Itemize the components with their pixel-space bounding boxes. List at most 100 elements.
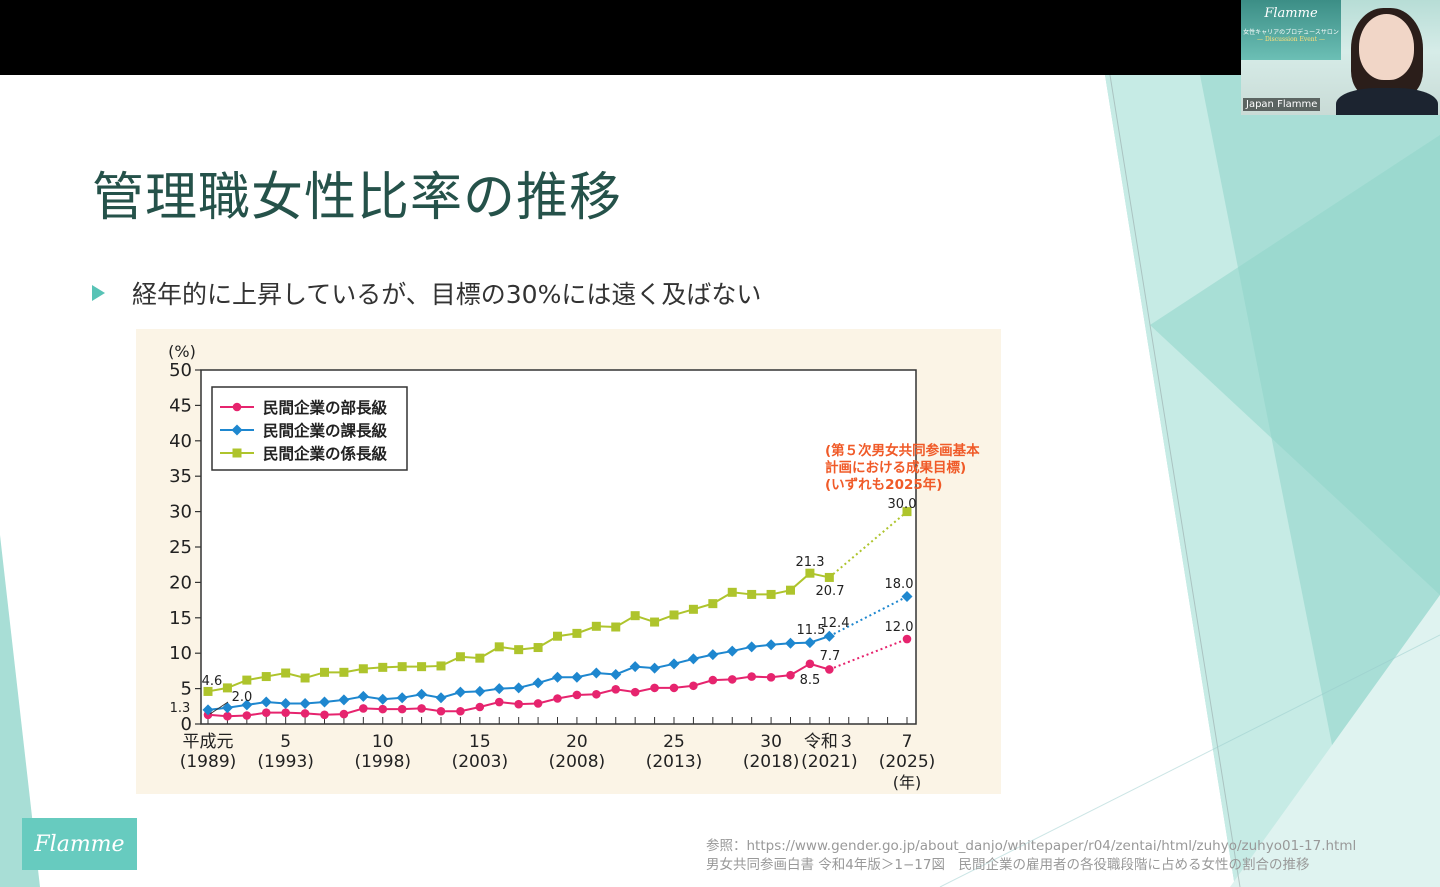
data-point-series_kakari xyxy=(358,664,368,674)
data-label: 12.4 xyxy=(821,616,850,631)
data-point-series_kakari xyxy=(766,589,776,599)
participant-face xyxy=(1359,14,1414,80)
triangle-bullet-icon xyxy=(92,285,105,301)
legend-marker xyxy=(232,448,242,458)
x-tick-label: 25 xyxy=(663,732,685,752)
data-point-series_kakari xyxy=(650,617,660,627)
data-point-series_kakari xyxy=(786,585,795,595)
data-point-series_kacho xyxy=(299,697,311,709)
series-target-line-series_kakari xyxy=(828,510,908,579)
x-tick-label: 5 xyxy=(280,732,291,752)
data-point-series_kacho xyxy=(319,696,330,708)
chart-legend xyxy=(211,386,408,471)
data-point-series_bucho xyxy=(786,670,795,680)
y-tick-label: 5 xyxy=(181,679,192,700)
legend-entry-label: 民間企業の係長級 xyxy=(263,444,388,463)
data-point-series_bucho xyxy=(533,699,543,708)
data-point-series_kacho xyxy=(823,630,835,642)
data-label: 11.5 xyxy=(797,623,826,638)
data-point-series_bucho xyxy=(223,711,232,721)
data-point-series_kacho xyxy=(338,694,350,706)
source-citation: 参照：https://www.gender.go.jp/about_danjo/… xyxy=(706,837,1356,875)
data-point-series_kacho xyxy=(746,641,758,653)
data-point-series_kakari xyxy=(378,662,388,672)
data-point-series_bucho xyxy=(825,665,834,674)
x-tick-year-label: (2025) xyxy=(879,752,936,772)
data-point-series_kacho xyxy=(804,637,816,649)
x-tick-year-label: (2003) xyxy=(452,752,509,772)
data-point-series_kacho xyxy=(435,692,447,704)
data-point-series_bucho xyxy=(339,709,349,719)
data-point-series_kakari xyxy=(475,653,485,663)
slide-decoration xyxy=(0,75,1440,887)
data-point-series_kakari xyxy=(805,568,815,578)
y-tick-label: 0 xyxy=(181,714,192,735)
source-figure-title: 男女共同参画白書 令和4年版＞1−17図 民間企業の雇用者の各役職段階に占める女… xyxy=(706,857,1310,873)
data-point-series_kacho xyxy=(241,699,253,711)
data-point-series_kakari xyxy=(688,604,698,614)
data-point-series_kakari xyxy=(611,622,621,632)
data-point-series_kacho xyxy=(649,662,661,674)
data-point-series_kakari xyxy=(514,645,524,655)
data-point-series_bucho xyxy=(514,699,523,709)
data-point-series_kacho xyxy=(687,653,699,665)
data-point-series_kacho xyxy=(765,639,777,651)
data-label: 21.3 xyxy=(796,555,825,570)
participant-video-tile[interactable]: Flamme 女性キャリアのプロデュースサロン — Discussion Eve… xyxy=(1241,0,1440,115)
data-point-series_bucho xyxy=(417,704,426,713)
data-point-series_kacho xyxy=(396,692,408,704)
data-point-series_bucho xyxy=(747,672,756,681)
y-tick-label: 30 xyxy=(169,502,192,523)
data-point-series_bucho xyxy=(456,706,465,716)
data-point-series_bucho xyxy=(572,690,582,700)
target-note-text: (いずれも2025年) xyxy=(825,476,942,493)
data-point-series_kakari xyxy=(417,662,427,672)
banner-subtitle: 女性キャリアのプロデュースサロン xyxy=(1243,29,1339,36)
y-tick-label: 50 xyxy=(169,360,192,381)
data-point-series_bucho xyxy=(261,708,271,717)
legend-marker xyxy=(231,424,243,436)
data-point-series_kacho xyxy=(707,649,719,661)
x-tick-year-label: (2013) xyxy=(646,752,703,772)
source-url: 参照：https://www.gender.go.jp/about_danjo/… xyxy=(706,838,1357,854)
y-tick-label: 25 xyxy=(169,537,192,558)
y-tick-label: 35 xyxy=(169,466,192,487)
data-point-series_bucho xyxy=(766,672,776,682)
data-label: 8.5 xyxy=(800,673,821,688)
data-point-series_kakari xyxy=(300,673,310,683)
data-point-series_kakari xyxy=(281,668,291,678)
data-point-series_kacho xyxy=(416,688,428,700)
data-point-series_bucho xyxy=(669,683,679,693)
logo-text: Flamme xyxy=(34,831,125,857)
x-axis-unit-label: (年) xyxy=(893,773,922,792)
data-point-series_kacho xyxy=(221,702,233,714)
video-background-banner: Flamme 女性キャリアのプロデュースサロン — Discussion Eve… xyxy=(1241,0,1341,60)
data-point-series_bucho xyxy=(436,706,446,716)
data-point-series_kacho xyxy=(493,683,505,695)
data-point-series_bucho xyxy=(708,675,718,685)
slide-title: 管理職女性比率の推移 xyxy=(92,168,623,228)
data-label: 4.6 xyxy=(202,674,223,689)
series-target-line-series_bucho xyxy=(828,638,908,671)
data-point-series_bucho xyxy=(553,694,562,703)
data-point-series_kacho xyxy=(474,685,486,697)
data-point-series_kakari xyxy=(436,661,446,671)
data-point-series_kakari xyxy=(553,631,562,641)
x-tick-year-label: (2021) xyxy=(801,752,858,772)
x-tick-label: 7 xyxy=(902,732,913,752)
y-tick-label: 15 xyxy=(169,608,192,629)
data-point-series_kacho xyxy=(357,690,369,702)
data-point-series_kakari xyxy=(397,662,407,672)
legend-entry-label: 民間企業の課長級 xyxy=(263,421,388,440)
legend-marker xyxy=(232,402,242,412)
bullet-point: 経年的に上昇しているが、目標の30%には遠く及ばない xyxy=(92,275,761,311)
legend-entry-label: 民間企業の部長級 xyxy=(263,398,388,417)
data-point-series_bucho xyxy=(397,704,407,714)
data-point-series_bucho xyxy=(727,675,737,684)
data-point-series_kakari xyxy=(572,628,582,638)
y-tick-label: 10 xyxy=(169,643,192,664)
x-tick-label: 20 xyxy=(566,732,588,752)
data-point-series_kacho xyxy=(454,686,466,698)
data-point-series_kakari xyxy=(455,652,465,662)
data-label: 7.7 xyxy=(820,649,841,664)
